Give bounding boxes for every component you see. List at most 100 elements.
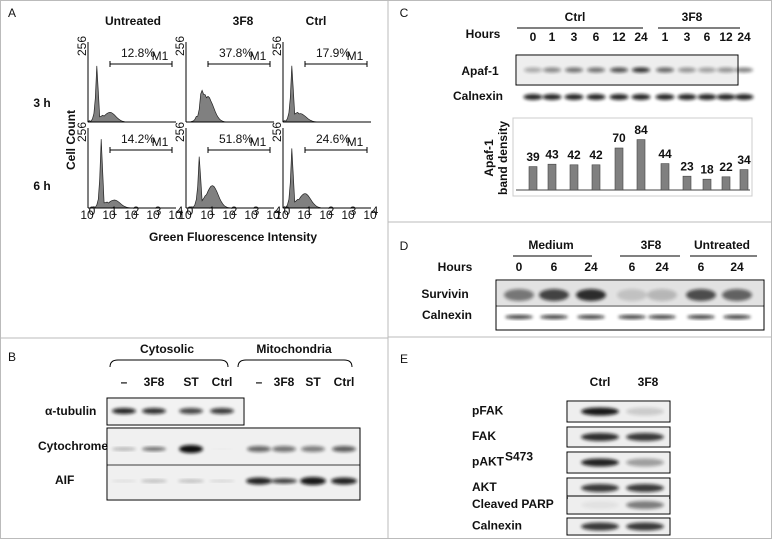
y-axis-label: Apaf-1 — [482, 139, 496, 177]
panel-label: A — [8, 6, 16, 20]
y-axis-label: Cell Count — [64, 110, 78, 170]
blot-bg — [108, 429, 360, 499]
column-header: Untreated — [105, 14, 161, 28]
lane-label: 3F8 — [274, 375, 295, 389]
band — [697, 94, 717, 100]
hour-label: 24 — [730, 260, 744, 274]
band — [331, 477, 357, 485]
x-tick-base: 10 — [124, 208, 138, 222]
blot-label: pAKT — [472, 455, 505, 469]
x-tick-exp: 0 — [187, 204, 194, 218]
lane-label: ST — [183, 375, 199, 389]
band — [542, 94, 562, 100]
x-tick-base: 10 — [222, 208, 236, 222]
x-tick-exp: 4 — [177, 204, 184, 218]
band — [632, 67, 650, 73]
band — [716, 94, 736, 100]
hours-label: Hours — [438, 260, 473, 274]
hour-label: 1 — [549, 30, 556, 44]
hour-label: 24 — [655, 260, 669, 274]
band — [505, 315, 533, 319]
band — [581, 407, 619, 416]
band — [272, 446, 296, 452]
band — [586, 94, 606, 100]
x-tick-exp: 2 — [231, 204, 238, 218]
x-tick-exp: 1 — [111, 204, 118, 218]
blot-box — [566, 426, 671, 448]
band — [210, 408, 234, 414]
blot-box — [566, 451, 671, 474]
value-label: 70 — [612, 131, 626, 145]
band — [722, 289, 752, 301]
band — [543, 67, 561, 73]
x-tick-base: 10 — [146, 208, 160, 222]
hour-label: 0 — [530, 30, 537, 44]
value-label: 42 — [589, 148, 603, 162]
hour-label: 3 — [684, 30, 691, 44]
bar — [636, 139, 646, 191]
lane-label: Ctrl — [334, 375, 355, 389]
column-header: 3F8 — [233, 14, 254, 28]
blot-label: Apaf-1 — [461, 64, 499, 78]
gate-label: M1 — [347, 135, 364, 149]
band — [301, 446, 325, 452]
bar — [721, 176, 731, 191]
value-label: 22 — [719, 160, 733, 174]
x-tick-exp: 0 — [89, 204, 96, 218]
lane-label: – — [256, 375, 263, 389]
blot-label-sup: S473 — [505, 450, 533, 464]
blot-box — [515, 54, 739, 86]
value-label: 42 — [567, 148, 581, 162]
band — [655, 94, 675, 100]
hour-label: 6 — [551, 260, 558, 274]
band — [626, 433, 664, 441]
band — [609, 94, 629, 100]
panel-label: B — [8, 350, 16, 364]
x-tick-exp: 1 — [306, 204, 313, 218]
blot-label: Cleaved PARP — [472, 497, 554, 511]
x-tick-exp: 3 — [253, 204, 260, 218]
band — [142, 408, 166, 414]
group-label: Cytosolic — [140, 342, 194, 356]
blot-label: FAK — [472, 429, 496, 443]
lane-label: ST — [305, 375, 321, 389]
panel-label: E — [400, 352, 408, 366]
x-tick-base: 10 — [297, 208, 311, 222]
x-tick-base: 10 — [168, 208, 182, 222]
band — [698, 67, 716, 73]
bar — [660, 163, 670, 191]
band — [626, 501, 664, 509]
x-tick-exp: 0 — [284, 204, 291, 218]
bracket — [109, 359, 229, 368]
blot-label: AKT — [472, 480, 497, 494]
band — [540, 315, 568, 319]
band — [581, 501, 619, 509]
lane-label: 3F8 — [144, 375, 165, 389]
percentage: 17.9% — [316, 46, 350, 60]
band — [735, 67, 753, 73]
percentage: 37.8% — [219, 46, 253, 60]
x-tick-exp: 4 — [275, 204, 282, 218]
lane-label: Ctrl — [212, 375, 233, 389]
blot-box — [106, 427, 361, 501]
value-label: 84 — [634, 123, 648, 137]
percentage: 24.6% — [316, 132, 350, 146]
band — [332, 446, 356, 452]
band — [631, 94, 651, 100]
band — [581, 522, 619, 531]
bar — [739, 169, 749, 191]
blot-label: Cytochrome c — [38, 439, 118, 453]
group-label: 3F8 — [682, 10, 703, 24]
band — [587, 67, 605, 73]
band — [626, 458, 664, 467]
row-label: 3 h — [33, 96, 50, 110]
x-tick-base: 10 — [80, 208, 94, 222]
band — [677, 94, 697, 100]
group-label: Mitochondria — [256, 342, 332, 356]
hour-label: 24 — [634, 30, 648, 44]
band — [656, 67, 674, 73]
lane-label: – — [121, 375, 128, 389]
blot-label: Calnexin — [453, 89, 503, 103]
band — [300, 477, 326, 485]
